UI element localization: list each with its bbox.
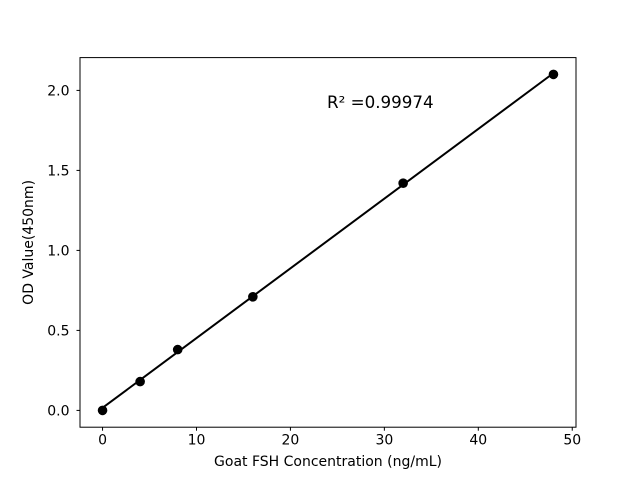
x-tick-label: 30	[375, 433, 393, 449]
y-tick-label: 2.0	[47, 83, 69, 99]
x-tick-label: 20	[282, 433, 300, 449]
plot-frame	[79, 57, 577, 428]
x-axis-ticks: 0 10 20 30 40 50	[98, 427, 581, 449]
data-point	[135, 376, 145, 387]
y-axis-label: OD Value(450nm)	[21, 180, 37, 305]
data-point	[97, 405, 108, 416]
x-tick-label: 10	[188, 433, 206, 449]
data-point	[172, 344, 183, 355]
y-tick-label: 1.0	[47, 243, 69, 259]
y-tick-label: 1.5	[47, 163, 69, 179]
x-tick-label: 0	[98, 433, 107, 449]
x-axis-label: Goat FSH Concentration (ng/mL)	[214, 454, 442, 470]
x-tick-label: 50	[563, 433, 581, 449]
r-squared-annotation: R² =0.99974	[327, 92, 434, 112]
data-points	[97, 69, 559, 416]
y-axis-ticks: 0.0 0.5 1.0 1.5 2.0	[47, 83, 80, 419]
data-point	[398, 178, 408, 188]
data-point	[548, 69, 559, 80]
x-tick-label: 40	[469, 433, 487, 449]
data-point	[248, 292, 258, 302]
y-tick-label: 0.5	[47, 323, 69, 339]
y-tick-label: 0.0	[47, 403, 69, 419]
